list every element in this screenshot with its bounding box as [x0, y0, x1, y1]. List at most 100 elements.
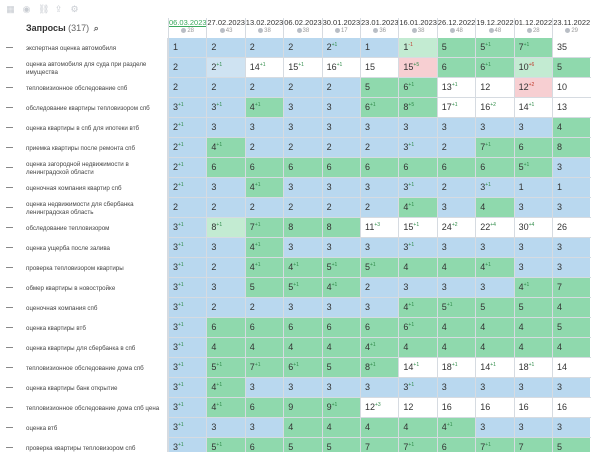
position-cell[interactable]: 2	[436, 178, 476, 197]
position-cell[interactable]: 3	[360, 238, 399, 257]
position-cell[interactable]: 12+3	[360, 398, 399, 417]
position-cell[interactable]: 3+1	[206, 98, 245, 117]
position-cell[interactable]: 2	[283, 138, 322, 157]
position-cell[interactable]: 2	[321, 138, 360, 157]
position-cell[interactable]: 6	[321, 158, 360, 177]
query-text[interactable]: обследование квартиры тепловизором спб	[26, 104, 150, 112]
position-cell[interactable]: 4+1	[475, 258, 514, 277]
position-cell[interactable]: 3+1	[168, 398, 207, 417]
query-text[interactable]: экспертная оценка автомобиля	[26, 44, 117, 52]
position-cell[interactable]: 5	[283, 438, 322, 452]
position-cell[interactable]: 3+1	[398, 238, 437, 257]
position-cell[interactable]: 14+1	[398, 358, 437, 377]
position-cell[interactable]: 2	[244, 198, 284, 217]
position-cell[interactable]: 22+4	[475, 218, 514, 237]
position-cell[interactable]: 5+1	[206, 438, 245, 452]
row-menu-icon[interactable]	[6, 207, 13, 208]
position-cell[interactable]: 6	[244, 398, 284, 417]
position-cell[interactable]: 5	[244, 278, 284, 297]
position-cell[interactable]: 3	[321, 238, 360, 257]
date-column-header[interactable]: 13.02.2023 38	[244, 18, 283, 38]
position-cell[interactable]: 3	[360, 118, 399, 137]
position-cell[interactable]: 3+1	[168, 338, 207, 357]
position-cell[interactable]: 1	[513, 178, 552, 197]
position-cell[interactable]: 4+1	[206, 378, 245, 397]
position-cell[interactable]: 4	[475, 198, 514, 217]
position-cell[interactable]: 4	[398, 338, 437, 357]
position-cell[interactable]: 3	[552, 418, 591, 437]
position-cell[interactable]: 3	[283, 238, 322, 257]
position-cell[interactable]: 3+1	[168, 98, 207, 117]
date-column-header[interactable]: 23.01.2023 36	[360, 18, 399, 38]
position-cell[interactable]: 5	[475, 298, 514, 317]
position-cell[interactable]: 2	[206, 78, 245, 97]
date-column-header[interactable]: 30.01.2023 17	[321, 18, 360, 38]
query-text[interactable]: обмер квартиры в новостройке	[26, 284, 116, 292]
calendar-icon[interactable]: ▦	[6, 3, 15, 14]
position-cell[interactable]: 2	[168, 198, 207, 217]
row-menu-icon[interactable]	[6, 427, 13, 428]
position-cell[interactable]: 4	[244, 338, 284, 357]
position-cell[interactable]: 4+1	[398, 298, 437, 317]
position-cell[interactable]: 4	[513, 338, 552, 357]
position-cell[interactable]: 16+2	[475, 98, 514, 117]
position-cell[interactable]: 3	[513, 118, 552, 137]
position-cell[interactable]: 5	[321, 438, 360, 452]
position-cell[interactable]: 3	[398, 118, 437, 137]
position-cell[interactable]: 5	[321, 358, 360, 377]
query-text[interactable]: оценочная компания квартир спб	[26, 184, 122, 192]
position-cell[interactable]: 12	[398, 398, 437, 417]
date-column-header[interactable]: 06.03.2023 28	[168, 18, 207, 38]
date-column-header[interactable]: 16.01.2023 38	[398, 18, 437, 38]
position-cell[interactable]: 5+1	[321, 258, 360, 277]
position-cell[interactable]: 26	[552, 218, 591, 237]
position-cell[interactable]: 2	[244, 298, 284, 317]
position-cell[interactable]: 15+1	[283, 58, 322, 77]
row-menu-icon[interactable]	[6, 347, 13, 348]
position-cell[interactable]: 3	[436, 198, 476, 217]
position-cell[interactable]: 6	[475, 158, 514, 177]
position-cell[interactable]: 3	[360, 298, 399, 317]
position-cell[interactable]: 3	[321, 178, 360, 197]
position-cell[interactable]: 7+1	[475, 438, 514, 452]
position-cell[interactable]: 5+1	[283, 278, 322, 297]
position-cell[interactable]: 3	[206, 118, 245, 137]
position-cell[interactable]: 3	[206, 278, 245, 297]
position-cell[interactable]: 7+1	[475, 138, 514, 157]
position-cell[interactable]: 3	[552, 258, 591, 277]
position-cell[interactable]: 6+1	[360, 98, 399, 117]
position-cell[interactable]: 3	[283, 298, 322, 317]
query-text[interactable]: оценочная компания спб	[26, 304, 98, 312]
position-cell[interactable]: 14	[552, 358, 591, 377]
position-cell[interactable]: 3	[475, 378, 514, 397]
position-cell[interactable]: 4	[436, 338, 476, 357]
position-cell[interactable]: 3	[283, 98, 322, 117]
position-cell[interactable]: 3	[244, 378, 284, 397]
settings-icon[interactable]: ⚙	[70, 3, 79, 14]
query-text[interactable]: проверка тепловизором квартиры	[26, 264, 124, 272]
position-cell[interactable]: 3+1	[168, 278, 207, 297]
position-cell[interactable]: 14+1	[513, 98, 552, 117]
position-cell[interactable]: 3	[513, 238, 552, 257]
position-cell[interactable]: 3	[206, 418, 245, 437]
position-cell[interactable]: 8+5	[398, 98, 437, 117]
position-cell[interactable]: 3+1	[168, 258, 207, 277]
position-cell[interactable]: 4	[206, 338, 245, 357]
query-text[interactable]: оценка квартиры банк открытие	[26, 384, 118, 392]
position-cell[interactable]: 3	[321, 378, 360, 397]
position-cell[interactable]: 2	[206, 198, 245, 217]
row-menu-icon[interactable]	[6, 447, 13, 448]
position-cell[interactable]: 2	[436, 138, 476, 157]
position-cell[interactable]: 8+1	[206, 218, 245, 237]
position-cell[interactable]: 2	[168, 58, 207, 77]
position-cell[interactable]: 7+1	[244, 358, 284, 377]
query-text[interactable]: тепловизионное обследование спб	[26, 84, 128, 92]
query-text[interactable]: приемка квартиры после ремонта спб	[26, 144, 136, 152]
position-cell[interactable]: 7+1	[398, 438, 437, 452]
query-text[interactable]: оценка квартиры для сбербанка в спб	[26, 344, 136, 352]
position-cell[interactable]: 6	[436, 158, 476, 177]
position-cell[interactable]: 3	[436, 378, 476, 397]
position-cell[interactable]: 4	[552, 298, 591, 317]
position-cell[interactable]: 8	[552, 138, 591, 157]
row-menu-icon[interactable]	[6, 127, 13, 128]
